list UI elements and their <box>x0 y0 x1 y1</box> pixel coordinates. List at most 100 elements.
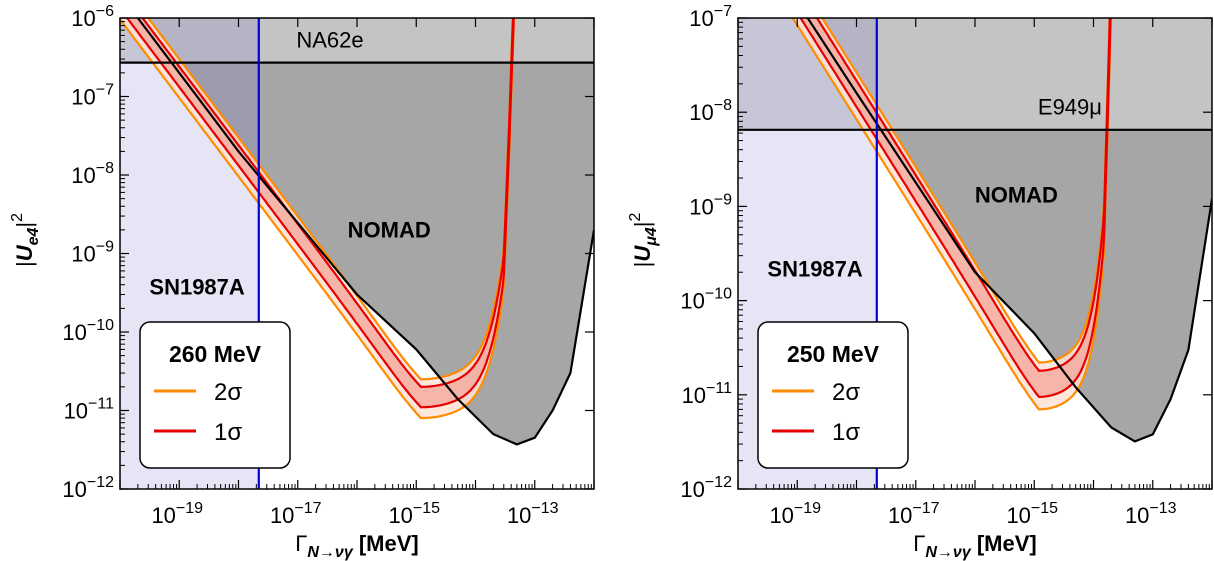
y-tick-base: 10 <box>71 242 95 267</box>
x-axis-symbol: Γ <box>295 531 307 556</box>
y-tick-exponent: −11 <box>706 380 732 397</box>
y-tick-base: 10 <box>689 100 713 125</box>
legend-label-2sigma: 2σ <box>832 379 860 406</box>
y-tick-label: 10−6 <box>71 3 114 31</box>
y-tick-label: 10−8 <box>689 97 732 125</box>
region-label-nomad: NOMAD <box>975 183 1058 208</box>
y-tick-exponent: −12 <box>87 474 114 491</box>
y-tick-label: 10−11 <box>64 396 115 424</box>
y-tick-label: 10−12 <box>62 474 114 502</box>
y-tick-label: 10−10 <box>62 317 114 345</box>
x-tick-label: 10−13 <box>1125 500 1177 528</box>
legend: 260 MeV 2σ 1σ <box>139 321 291 469</box>
x-tick-exponent: −13 <box>1149 500 1176 517</box>
region-label-e949: E949μ <box>1038 94 1102 119</box>
legend-title: 250 MeV <box>787 341 880 367</box>
x-tick-label: 10−13 <box>507 500 559 528</box>
x-tick-exponent: −17 <box>912 500 939 517</box>
x-tick-exponent: −17 <box>294 500 321 517</box>
band-2sigma-lower-line <box>791 18 1112 411</box>
y-axis-exponent: 2 <box>9 213 26 222</box>
region-label-nomad: NOMAD <box>348 217 431 242</box>
y-axis-symbol: U <box>630 245 655 262</box>
x-tick-exponent: −15 <box>1031 500 1058 517</box>
y-tick-base: 10 <box>689 194 713 219</box>
y-tick-exponent: −9 <box>96 239 114 256</box>
y-tick-exponent: −7 <box>96 82 114 99</box>
y-tick-base: 10 <box>71 6 95 31</box>
y-axis-bar-right: | <box>630 222 655 228</box>
y-axis-symbol: U <box>12 244 37 261</box>
x-tick-label: 10−15 <box>1006 500 1058 528</box>
y-tick-base: 10 <box>62 477 86 502</box>
y-tick-exponent: −8 <box>714 97 732 114</box>
x-tick-label: 10−15 <box>388 500 440 528</box>
y-tick-label: 10−12 <box>680 474 732 502</box>
y-tick-label: 10−8 <box>71 160 114 188</box>
region-label-sn1987a: SN1987A <box>149 275 245 300</box>
legend-title: 260 MeV <box>169 341 262 367</box>
y-axis-subscript: μ4 <box>643 227 660 247</box>
x-tick-label: 10−19 <box>151 500 203 528</box>
band-1sigma-lower-line <box>125 18 515 409</box>
x-tick-label: 10−19 <box>769 500 821 528</box>
y-axis-label: |Uμ4|2 <box>627 213 660 268</box>
y-tick-base: 10 <box>689 6 713 31</box>
x-tick-exponent: −19 <box>794 500 821 517</box>
y-tick-exponent: −9 <box>714 191 732 208</box>
x-axis-symbol: Γ <box>913 531 925 556</box>
plot-area <box>738 18 1212 489</box>
y-tick-base: 10 <box>71 85 95 110</box>
legend-label-1sigma: 1σ <box>832 419 860 446</box>
nomad-region <box>137 18 594 445</box>
y-axis-subscript: e4 <box>25 228 42 246</box>
x-tick-label: 10−17 <box>270 500 322 528</box>
y-tick-base: 10 <box>680 477 704 502</box>
x-axis-label: ΓN→νγ [MeV] <box>913 531 1036 561</box>
y-tick-label: 10−7 <box>71 82 114 110</box>
y-tick-label: 10−10 <box>680 286 732 314</box>
x-tick-exponent: −19 <box>176 500 203 517</box>
band-2sigma-lower-line <box>120 18 516 420</box>
y-tick-exponent: −12 <box>705 474 732 491</box>
y-tick-base: 10 <box>64 399 88 424</box>
y-tick-base: 10 <box>680 289 704 314</box>
y-tick-exponent: −7 <box>714 3 732 20</box>
y-tick-base: 10 <box>682 383 706 408</box>
nomad-boundary-line <box>806 18 1212 443</box>
region-label-sn1987a: SN1987A <box>767 257 863 282</box>
band-1sigma-upper-line <box>815 18 1111 372</box>
region-label-na62e: NA62e <box>296 28 363 53</box>
band-2sigma-upper-line <box>820 18 1111 364</box>
y-tick-label: 10−7 <box>689 3 732 31</box>
y-tick-exponent: −6 <box>96 3 114 20</box>
y-tick-label: 10−9 <box>71 239 114 267</box>
nomad-boundary-line <box>136 18 594 446</box>
y-axis-bar-left: | <box>630 262 655 268</box>
legend-label-1sigma: 1σ <box>214 419 242 446</box>
y-tick-label: 10−11 <box>682 380 733 408</box>
x-tick-exponent: −15 <box>413 500 440 517</box>
band-1sigma-upper-line <box>141 18 515 388</box>
y-axis-label: |Ue4|2 <box>9 213 42 267</box>
y-axis-bar-left: | <box>12 261 37 267</box>
x-axis-unit: [MeV] <box>353 531 419 556</box>
x-axis-subscript: N→νγ <box>307 544 353 561</box>
legend-label-2sigma: 2σ <box>214 379 242 406</box>
band-1sigma-lower-line <box>799 18 1112 398</box>
x-tick-exponent: −13 <box>531 500 558 517</box>
y-tick-base: 10 <box>62 320 86 345</box>
x-axis-unit: [MeV] <box>971 531 1037 556</box>
y-axis-exponent: 2 <box>627 213 644 222</box>
x-axis-subscript: N→νγ <box>925 544 971 561</box>
band-fill-1sigma <box>127 18 514 408</box>
x-axis-label: ΓN→νγ [MeV] <box>295 531 418 561</box>
y-tick-label: 10−9 <box>689 191 732 219</box>
legend: 250 MeV 2σ 1σ <box>757 321 909 469</box>
y-tick-exponent: −10 <box>705 286 732 303</box>
y-tick-exponent: −8 <box>96 160 114 177</box>
y-axis-bar-right: | <box>12 222 37 228</box>
